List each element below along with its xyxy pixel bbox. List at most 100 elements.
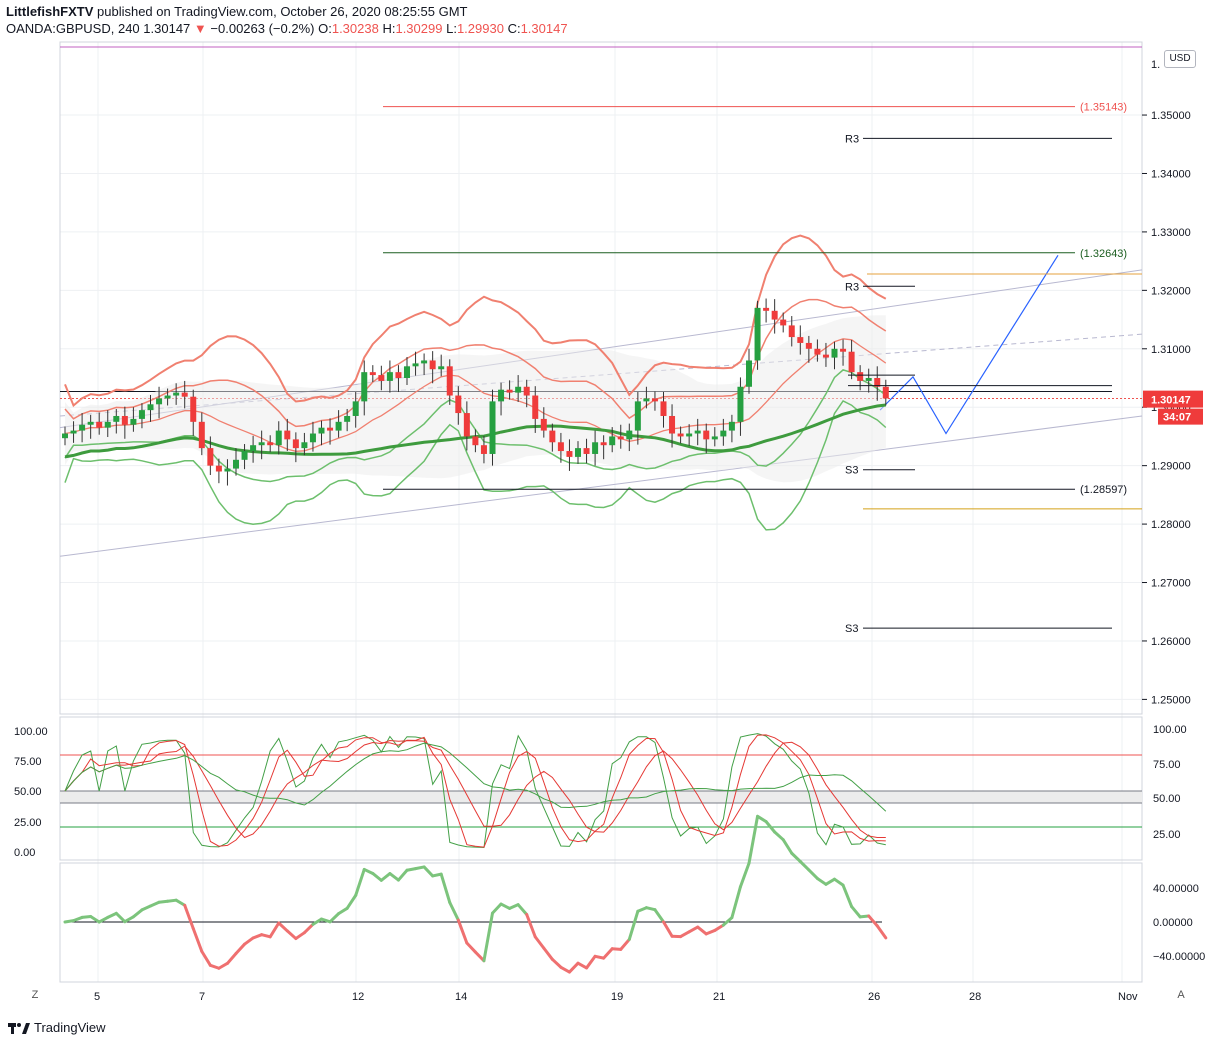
momentum-segment [371, 871, 383, 882]
countdown-tag-text: 34:07 [1163, 412, 1191, 424]
momentum-segment [516, 903, 529, 916]
candle [147, 394, 154, 422]
candle-body [617, 436, 624, 440]
osc-right-label: 100.00 [1153, 724, 1187, 736]
currency-button[interactable]: USD [1164, 50, 1196, 68]
candle [164, 388, 171, 406]
momentum-segment [123, 915, 135, 924]
momentum-pane: 40.00000 0.00000 −40.00000 [63, 814, 1205, 974]
countdown-tag [1158, 408, 1203, 425]
candle-body [104, 421, 111, 428]
y-tick-label: 1.34000 [1151, 168, 1191, 180]
candle [395, 365, 402, 393]
y-tick-label: 1.35000 [1151, 110, 1191, 122]
candle [771, 299, 778, 334]
open-label: O: [318, 21, 332, 36]
main-pane-frame [59, 41, 1143, 715]
osc-right-label: 75.00 [1153, 759, 1181, 771]
candle-body [438, 366, 445, 370]
candle [104, 410, 111, 438]
tradingview-logo[interactable]: TradingView [8, 1020, 106, 1035]
momentum-segment [747, 814, 760, 865]
candle [711, 427, 718, 447]
momentum-segment [525, 912, 537, 939]
candle-body [643, 398, 650, 402]
osc-right-label: 50.00 [1153, 793, 1181, 805]
auto-scale-button[interactable]: A [1177, 989, 1185, 1001]
candle-body [190, 396, 197, 422]
candle [822, 342, 829, 367]
oscillator-pane: 100.00 75.00 50.00 25.00 0.00 100.00 75.00 50.0… [14, 724, 1187, 859]
x-tick-label: 5 [94, 991, 100, 1003]
momentum-segment [149, 900, 161, 908]
price-axis[interactable]: 1.250001.260001.270001.280001.290001.300… [1142, 59, 1191, 706]
candle [540, 407, 547, 438]
momentum-segment [243, 936, 255, 946]
channel-lower-line [59, 415, 1143, 557]
candle-body [865, 378, 872, 381]
x-tick-label: 26 [868, 991, 880, 1003]
momentum-segment [576, 961, 589, 970]
candle [386, 360, 393, 393]
candle-body [532, 395, 539, 419]
candle [720, 418, 727, 446]
candle-body [763, 307, 770, 311]
candle-body [352, 401, 359, 416]
candle-body [728, 421, 735, 431]
candle [557, 432, 564, 463]
symbol-label[interactable]: OANDA:GBPUSD, 240 [6, 21, 140, 36]
osc-fast-line [64, 733, 886, 849]
candle [130, 407, 137, 432]
candle [438, 354, 445, 377]
time-axis[interactable]: 5 7 12 14 19 21 26 28 Nov [94, 991, 1138, 1003]
momentum-segment [225, 952, 238, 965]
candle-body [780, 319, 787, 326]
osc-right-label: 25.00 [1153, 829, 1181, 841]
candle-body [224, 468, 231, 472]
momentum-label: 0.00000 [1153, 917, 1193, 929]
momentum-segment [721, 916, 734, 927]
candle-body [720, 430, 727, 437]
candle [369, 365, 376, 383]
zoom-button[interactable]: Z [31, 989, 39, 1001]
y-tick-label: 1.28000 [1151, 519, 1191, 531]
momentum-segment [234, 942, 247, 956]
candle [121, 406, 128, 439]
candle [327, 418, 334, 445]
momentum-segment [72, 915, 84, 923]
pivot-label: S3 [845, 623, 858, 635]
candle [429, 351, 436, 384]
osc-signal-line [64, 734, 886, 848]
momentum-segment [533, 935, 546, 950]
osc-left-label: 0.00 [14, 847, 35, 859]
candle [258, 430, 265, 460]
candle [566, 439, 573, 471]
price-change: −0.00263 (−0.2%) [210, 21, 315, 36]
momentum-segment [508, 903, 520, 910]
momentum-segment [713, 923, 725, 932]
momentum-label: −40.00000 [1153, 951, 1205, 963]
momentum-segment [311, 917, 323, 926]
candle [181, 380, 188, 409]
osc-slow-green [64, 742, 887, 812]
candle [780, 312, 787, 333]
candle [267, 435, 274, 453]
candle [463, 401, 470, 451]
momentum-segment [833, 877, 845, 887]
candle [138, 403, 145, 429]
last-price-tag [1143, 390, 1203, 408]
osc-left-label: 75.00 [14, 756, 42, 768]
candle-body [62, 433, 68, 439]
high-label: H: [382, 21, 396, 36]
candle-body [164, 395, 171, 399]
momentum-segment [679, 930, 691, 939]
publisher-name[interactable]: LittlefishFXTV [6, 4, 94, 19]
momentum-segment [867, 914, 879, 928]
osc-slow-red [64, 739, 886, 839]
momentum-segment [841, 883, 854, 909]
momentum-segment [388, 872, 400, 882]
candle-body [831, 348, 838, 358]
pivot-label: S3 [845, 465, 858, 477]
candle [173, 383, 180, 405]
